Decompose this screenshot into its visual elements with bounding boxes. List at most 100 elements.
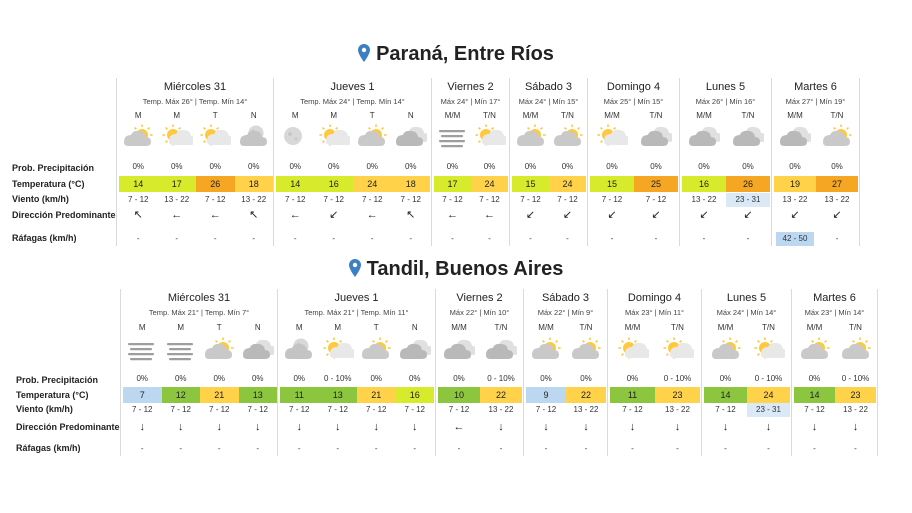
wind-gust: - (370, 234, 374, 243)
period-label: N (411, 323, 418, 332)
day-name: Jueves 1 (334, 292, 379, 304)
wind-direction-arrow: ← (209, 209, 221, 221)
day-temp-range: Máx 23° | Mín 11° (624, 308, 685, 317)
wind-direction-arrow: ↓ (811, 421, 818, 433)
period-column: T/N 0% 25 7 - 12 ↙ - (634, 78, 678, 246)
temperature-cell: 11 (280, 387, 319, 403)
wind-direction-arrow: ↙ (790, 209, 800, 221)
day-column: Viernes 2 Máx 24° | Mín 17° M/M 0% 17 7 - 12 ←… (432, 78, 510, 246)
row-label-gust: Ráfagas (km/h) (12, 233, 77, 243)
cloud-sun-icon (552, 124, 584, 150)
precip-prob: 0% (719, 374, 732, 383)
wind-speed: 7 - 12 (601, 195, 623, 204)
wind-speed: 7 - 12 (715, 405, 736, 414)
precip-prob: 0% (408, 374, 421, 383)
precip-prob: 0% (561, 162, 574, 171)
temperature-cell: 14 (119, 176, 158, 192)
cloud-moon-icon (283, 337, 315, 363)
wind-gust: - (499, 444, 503, 453)
period-column: T/N 0% 27 13 - 22 ↙ - (816, 78, 858, 246)
period-label: T/N (561, 111, 574, 120)
day-temp-range: Máx 25° | Mín 15° (603, 97, 664, 106)
period-column: T/N 0 - 10% 22 13 - 22 ↓ - (480, 289, 522, 456)
day-name: Miércoles 31 (167, 292, 231, 304)
wind-gust: - (488, 234, 491, 243)
wind-direction-arrow: ↖ (406, 209, 416, 221)
wind-gust: - (529, 234, 532, 243)
sun-cloud-icon (753, 337, 788, 363)
day-column: Miércoles 31 Temp. Máx 21° | Temp. Mín 7°… (120, 289, 278, 456)
temperature-cell: 11 (610, 387, 655, 403)
precip-prob: 0% (209, 162, 222, 171)
cloud-icon (640, 124, 674, 150)
wind-speed: 13 - 22 (843, 405, 868, 414)
period-column: M/M 0% 19 13 - 22 ↙ 42 - 50 (774, 78, 816, 246)
temperature-cell: 16 (314, 176, 353, 192)
wind-speed: 13 - 22 (241, 195, 267, 204)
wind-gust: - (566, 234, 569, 243)
temperature-cell: 15 (590, 176, 634, 192)
period-label: M (134, 111, 142, 120)
day-temp-range: Máx 23° | Mín 14° (804, 308, 865, 317)
cloud-sun-icon (122, 124, 154, 150)
row-label-wind: Viento (km/h) (12, 194, 69, 204)
wind-direction-arrow: ↓ (852, 421, 859, 433)
precip-prob: 0% (540, 374, 552, 383)
wind-gust: - (217, 444, 221, 453)
cloud-sun-icon (360, 337, 392, 363)
wind-gust: - (136, 234, 140, 243)
day-temp-range: Temp. Máx 24° | Temp. Mín 14° (300, 97, 405, 106)
day-column: Martes 6 Máx 23° | Mín 14° M/M 0% 14 7 - 12 ↓ -… (792, 289, 878, 456)
temperature-cell: 22 (480, 387, 522, 403)
cloud-icon (443, 337, 477, 363)
wind-direction-arrow: ↖ (133, 209, 143, 221)
wind-direction-arrow: ← (171, 209, 183, 221)
temperature-cell: 7 (123, 387, 162, 403)
wind-direction-arrow: ↓ (296, 421, 303, 433)
wind-speed: 7 - 12 (247, 405, 268, 414)
wind-speed: 7 - 12 (128, 195, 149, 204)
row-label-dir: Dirección Predominante (16, 422, 120, 432)
map-pin-icon (358, 44, 371, 62)
wind-gust: - (252, 234, 256, 243)
day-temp-range: Máx 22° | Mín 9° (537, 308, 594, 317)
wind-direction-arrow: ↓ (139, 421, 146, 433)
period-label: M (291, 111, 299, 120)
period-label: M/M (806, 323, 823, 332)
wind-gust: - (213, 234, 217, 243)
precip-prob: 0% (524, 162, 537, 171)
period-column: M 0 - 10% 13 7 - 12 ↓ - (318, 289, 357, 456)
wind-speed: 23 - 31 (747, 403, 790, 417)
row-label-dir: Dirección Predominante (12, 210, 116, 220)
precip-prob: 0% (446, 162, 459, 171)
wind-speed: 7 - 12 (442, 195, 463, 204)
precip-prob: 0% (626, 374, 639, 383)
precip-prob: 0% (289, 162, 302, 171)
cloud-icon (395, 124, 429, 150)
wind-speed: 7 - 12 (205, 195, 226, 204)
wind-direction-arrow: ↙ (607, 209, 617, 221)
period-label: M (330, 111, 338, 120)
forecast-section-parana: Paraná, Entre Ríos Prob. Precipitación Te… (0, 0, 912, 246)
temperature-cell: 24 (353, 176, 392, 192)
day-name: Sábado 3 (541, 292, 590, 304)
wind-direction-arrow: ↓ (216, 421, 223, 433)
sun-cloud-icon (161, 124, 196, 150)
period-label: M/M (444, 111, 461, 120)
temperature-cell: 16 (682, 176, 726, 192)
sun-cloud-icon (617, 337, 652, 363)
period-label: T/N (671, 323, 684, 332)
day-column: Sábado 3 Máx 22° | Mín 9° M/M 0% 9 7 - 12 ↓ - T/… (524, 289, 608, 456)
precip-prob: 0% (370, 374, 383, 383)
precip-prob: 0% (213, 374, 226, 383)
row-label-wind: Viento (km/h) (16, 404, 73, 414)
day-column: Domingo 4 Máx 25° | Mín 15° M/M 0% 15 7 - 12 ↙… (588, 78, 680, 246)
period-label: M/M (624, 323, 641, 332)
wind-speed: 7 - 12 (289, 405, 310, 414)
temperature-cell: 14 (276, 176, 315, 192)
period-label: N (254, 323, 261, 332)
temperature-cell: 10 (438, 387, 480, 403)
precip-prob: 0 - 10% (663, 374, 692, 383)
period-column: M/M 0% 15 7 - 12 ↙ - (590, 78, 634, 246)
temperature-cell: 24 (471, 176, 508, 192)
